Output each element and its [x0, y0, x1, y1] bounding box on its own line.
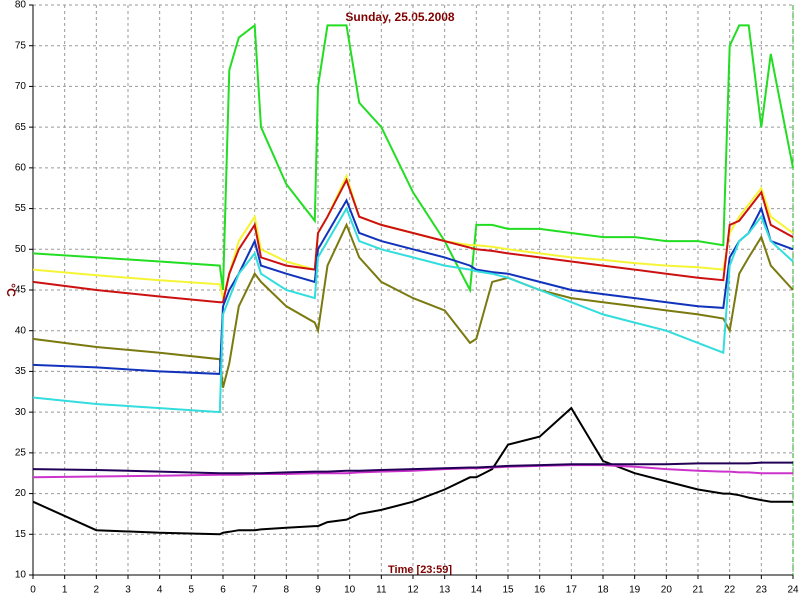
- y-tick-label: 50: [15, 244, 27, 255]
- y-tick-label: 55: [15, 203, 27, 214]
- x-tick-label: 13: [439, 585, 451, 596]
- x-tick-label: 24: [787, 585, 799, 596]
- x-tick-label: 21: [692, 585, 704, 596]
- x-tick-label: 1: [62, 585, 68, 596]
- x-tick-label: 5: [189, 585, 195, 596]
- y-tick-label: 80: [15, 0, 27, 11]
- x-tick-label: 7: [252, 585, 258, 596]
- y-tick-label: 15: [15, 529, 27, 540]
- y-tick-label: 40: [15, 325, 27, 336]
- series-line: [32, 461, 793, 475]
- y-tick-label: 25: [15, 447, 27, 458]
- x-tick-label: 3: [125, 585, 131, 596]
- y-tick-label: 70: [15, 81, 27, 92]
- x-tick-label: 18: [597, 585, 609, 596]
- y-tick-label: 30: [15, 407, 27, 418]
- x-tick-label: 9: [315, 585, 321, 596]
- x-tick-label: 12: [407, 585, 419, 596]
- y-tick-label: 60: [15, 162, 27, 173]
- x-tick-label: 20: [661, 585, 673, 596]
- chart-title: Sunday, 25.05.2008: [345, 10, 455, 24]
- x-tick-label: 8: [284, 585, 290, 596]
- x-tick-label: 11: [376, 585, 387, 596]
- x-tick-label: 10: [344, 585, 356, 596]
- x-tick-label: 2: [94, 585, 100, 596]
- x-tick-label: 6: [220, 585, 226, 596]
- y-tick-label: 65: [15, 122, 27, 133]
- x-tick-label: 4: [157, 585, 163, 596]
- x-tick-label: 14: [471, 585, 483, 596]
- series-line: [32, 206, 794, 414]
- y-tick-label: 35: [15, 366, 27, 377]
- x-tick-label: 19: [629, 585, 641, 596]
- y-tick-label: 45: [15, 285, 27, 296]
- x-tick-label: 16: [534, 585, 546, 596]
- x-tick-label: 22: [724, 585, 736, 596]
- x-axis-label: Time [23:59]: [388, 564, 452, 576]
- x-tick-label: 15: [502, 585, 514, 596]
- x-tick-label: 23: [756, 585, 768, 596]
- y-tick-label: 20: [15, 488, 27, 499]
- y-axis-label: °C: [4, 283, 18, 297]
- series-line: [32, 177, 794, 304]
- y-tick-label: 10: [15, 570, 27, 581]
- y-tick-label: 75: [15, 40, 27, 51]
- x-tick-label: 17: [566, 585, 578, 596]
- x-tick-label: 0: [30, 585, 36, 596]
- series-line: [32, 406, 793, 536]
